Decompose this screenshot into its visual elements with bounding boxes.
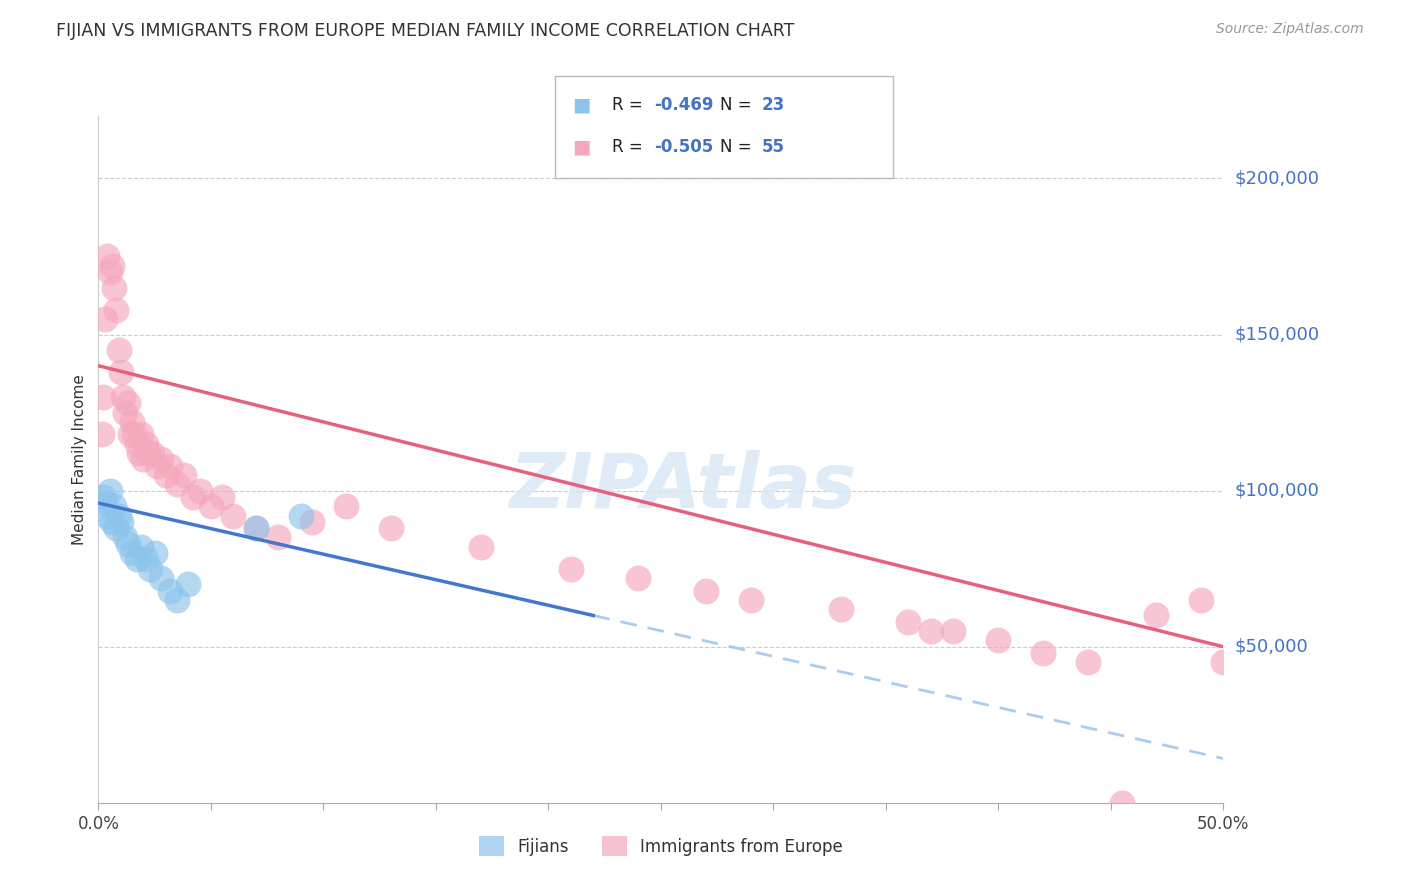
Point [101,259,124,273]
Point [987,633,1010,648]
Point [155,467,177,482]
Point [91,490,114,504]
Point [96,508,118,523]
Point [125,436,148,450]
Point [125,552,148,566]
Text: N =: N = [720,138,756,156]
Point [103,281,125,295]
Point [159,583,181,598]
Point [112,390,135,404]
Text: -0.469: -0.469 [654,96,713,114]
Point [301,515,323,529]
Point [146,458,169,473]
Point [627,571,650,585]
Point [159,458,181,473]
Point [1144,608,1167,623]
Point [695,583,717,598]
Point [105,302,128,317]
Point [380,521,402,535]
Point [181,490,204,504]
Point [1032,646,1054,660]
Point [141,446,163,460]
Text: $50,000: $50,000 [1234,638,1308,656]
Point [114,530,136,544]
Point [94,496,117,510]
Point [114,405,136,420]
Text: R =: R = [612,96,648,114]
Point [136,446,159,460]
Text: $150,000: $150,000 [1234,326,1320,343]
Point [222,508,245,523]
Text: -0.505: -0.505 [654,138,713,156]
Text: $100,000: $100,000 [1234,482,1319,500]
Point [110,515,132,529]
Point [1077,655,1099,669]
Point [560,562,582,576]
Text: R =: R = [612,138,648,156]
Point [290,508,312,523]
Point [188,483,211,498]
Point [1212,655,1234,669]
Point [335,500,357,514]
Point [166,477,188,491]
Point [166,592,188,607]
Point [90,427,112,442]
Y-axis label: Median Family Income: Median Family Income [72,374,87,545]
Text: $200,000: $200,000 [1234,169,1319,187]
Point [470,540,492,554]
Point [96,250,118,264]
Point [105,521,128,535]
Point [98,483,121,498]
Text: 55: 55 [762,138,785,156]
Point [132,452,155,467]
Point [124,427,146,442]
Point [103,500,125,514]
Point [173,467,195,482]
Point [91,390,114,404]
Point [117,396,139,410]
Point [143,546,166,560]
Text: N =: N = [720,96,756,114]
Point [129,540,152,554]
Point [830,602,852,616]
Point [129,427,152,442]
Point [150,571,173,585]
Point [200,500,222,514]
Point [211,490,233,504]
Point [245,521,267,535]
Point [1189,592,1212,607]
Point [121,546,143,560]
Point [177,577,200,591]
Point [107,343,129,358]
Text: FIJIAN VS IMMIGRANTS FROM EUROPE MEDIAN FAMILY INCOME CORRELATION CHART: FIJIAN VS IMMIGRANTS FROM EUROPE MEDIAN … [56,22,794,40]
Text: ■: ■ [572,95,591,115]
Text: 23: 23 [762,96,786,114]
Point [98,265,121,279]
Point [135,436,157,450]
Point [110,365,132,379]
Point [1111,796,1133,810]
Point [94,312,117,326]
Point [920,624,942,639]
Text: ZIPAtlas: ZIPAtlas [509,450,858,524]
Point [245,521,267,535]
Point [267,530,290,544]
Text: ■: ■ [572,137,591,157]
Text: Source: ZipAtlas.com: Source: ZipAtlas.com [1216,22,1364,37]
Point [107,508,129,523]
Legend: Fijians, Immigrants from Europe: Fijians, Immigrants from Europe [472,830,849,863]
Point [118,427,141,442]
Point [942,624,965,639]
Point [135,552,157,566]
Point [117,536,139,550]
Point [121,415,143,429]
Point [740,592,762,607]
Point [101,515,124,529]
Point [139,562,162,576]
Point [128,446,150,460]
Point [897,615,920,629]
Point [150,452,173,467]
